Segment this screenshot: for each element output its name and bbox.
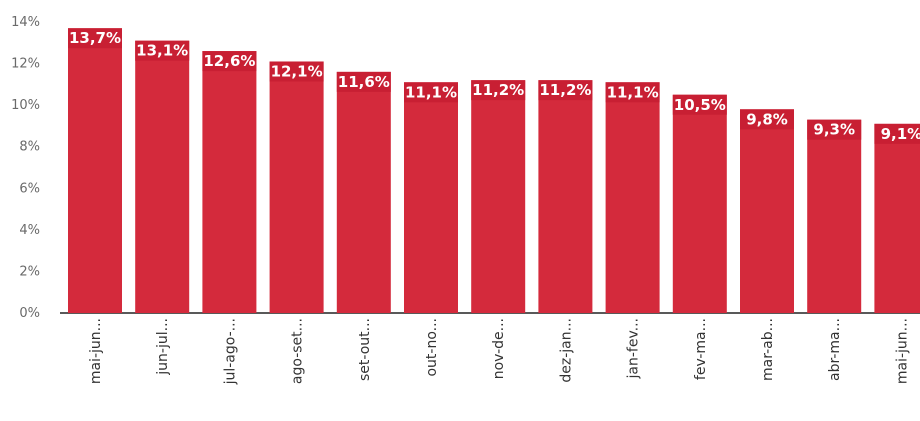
y-tick-label: 4% [19,223,40,238]
bar [202,51,257,313]
x-tick-label: nov-de... [491,318,507,379]
bar [68,28,122,313]
data-label: 12,1% [271,62,323,80]
data-label-background [740,109,794,130]
x-tick-label: ago-set... [290,318,306,384]
data-label: 11,6% [338,73,390,91]
data-label-background [807,119,862,140]
data-label: 9,1% [881,125,920,143]
data-label-background [672,94,727,115]
x-tick-label: fev-ma... [693,318,709,380]
x-axis-labels: mai-jun... jun-jul... jul-ago-... ago-set..… [88,318,910,385]
bar [538,80,593,313]
bar [404,82,458,314]
x-tick-label: jul-ago-... [222,318,238,385]
bar [740,109,794,313]
data-label-background [336,71,391,92]
x-tick-label: set-out... [357,318,373,381]
y-tick-label: 8% [19,140,40,155]
bar [672,94,727,313]
data-label-background [874,123,920,144]
y-tick-label: 14% [11,15,40,30]
data-label: 13,7% [69,29,121,47]
data-label: 13,1% [136,42,188,60]
data-label: 11,2% [539,81,591,99]
x-tick-label: out-no... [424,318,440,377]
data-label: 9,8% [746,110,788,128]
y-axis: 0% 2% 4% 6% 8% 10% 12% 14% [11,15,40,321]
y-tick-label: 12% [11,57,40,72]
x-tick-label: abr-ma... [827,318,843,381]
x-tick-label: mai-jun... [88,318,104,384]
data-label: 11,1% [405,83,457,101]
bar [807,119,862,313]
data-label-background [202,51,257,72]
x-tick-label: dez-jan... [558,318,574,383]
data-label-background [404,82,458,103]
bar [135,40,190,313]
y-tick-label: 0% [19,306,40,321]
x-tick-label: mar-ab... [760,318,776,381]
data-label: 12,6% [203,52,255,70]
data-label: 9,3% [813,121,855,139]
data-label-background [135,40,190,61]
bar [874,123,920,313]
x-tick-label: jun-jul... [155,318,171,376]
x-tick-label: mai-jun... [894,318,910,384]
data-label: 10,5% [674,96,726,114]
x-tick-label: jan-fev... [626,318,642,379]
bar [471,80,526,313]
y-tick-label: 6% [19,181,40,196]
bars: 13,7% 13,1% 12,6% 12,1% 11,6% 11,1% 11,2% 11,2%… [68,28,920,314]
data-label-background [538,80,593,101]
data-label: 11,2% [472,81,524,99]
data-label-background [605,82,660,103]
data-label-background [269,61,324,82]
bar [605,82,660,314]
y-tick-label: 2% [19,264,40,279]
bar [269,61,324,313]
data-label: 11,1% [607,83,659,101]
bar [336,71,391,313]
data-label-background [471,80,526,101]
data-label-background [68,28,122,49]
y-tick-label: 10% [11,98,40,113]
